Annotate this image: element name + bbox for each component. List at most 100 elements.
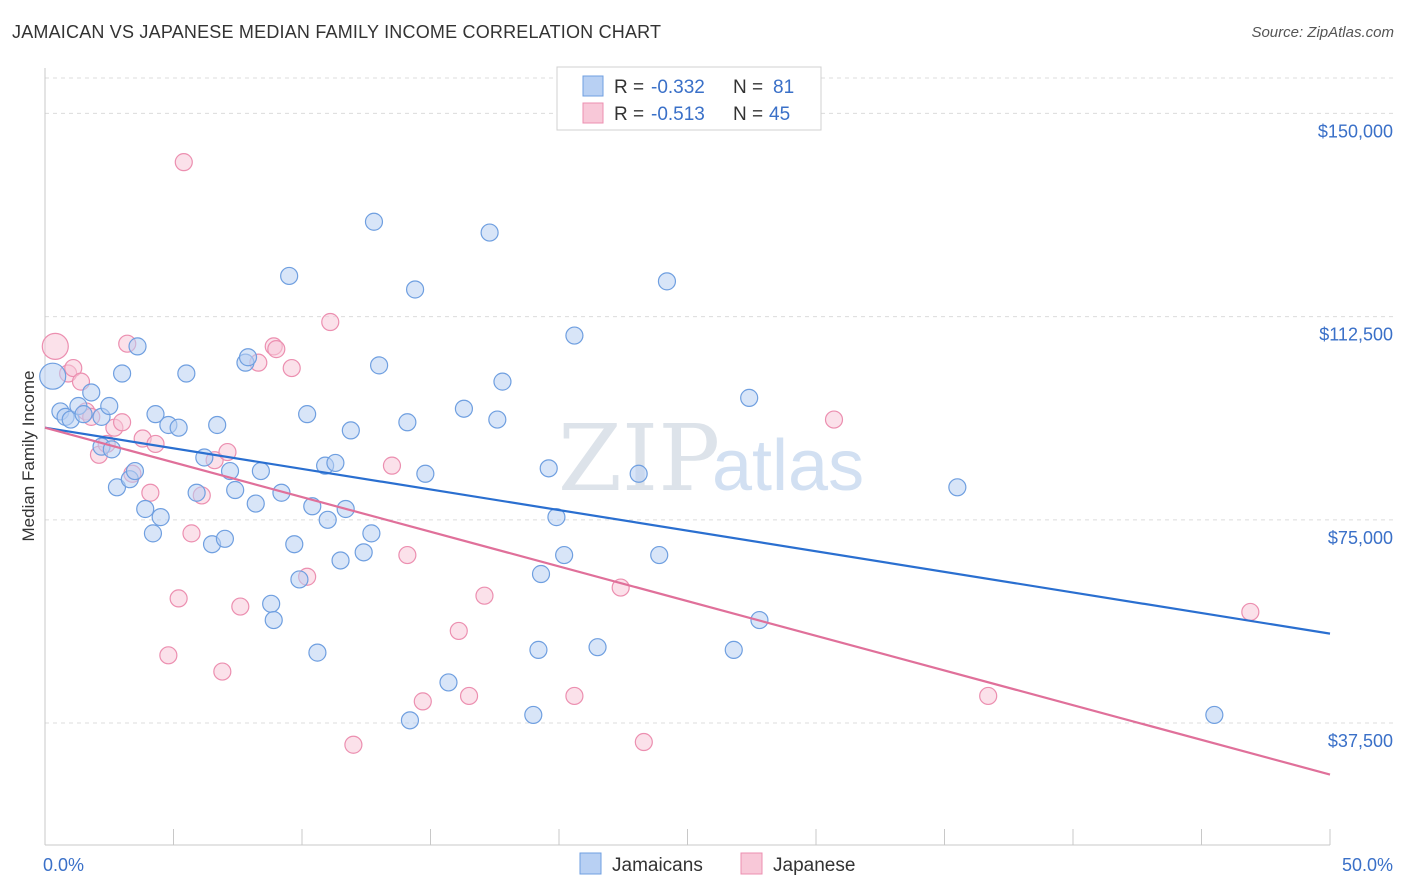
grid-lines <box>45 77 1395 724</box>
point-jamaican <box>246 494 265 513</box>
point-jamaican <box>539 459 558 478</box>
point-jamaican <box>262 594 281 613</box>
point-jamaican <box>331 551 350 570</box>
y-tick-label: $37,500 <box>1328 731 1393 751</box>
point-japanese <box>398 545 417 565</box>
point-jamaican <box>405 280 425 299</box>
point-jamaican <box>112 364 132 383</box>
point-jamaican <box>318 510 337 529</box>
trend-line-jamaican <box>44 426 1331 635</box>
trend-line-japanese <box>44 426 1331 776</box>
point-japanese <box>182 524 201 543</box>
legend-r-label-2: R = <box>614 104 644 125</box>
point-jamaican <box>1205 705 1224 725</box>
point-japanese <box>344 735 363 754</box>
legend-n-value-2: 45 <box>769 104 790 125</box>
y-tick-label: $112,500 <box>1319 325 1393 345</box>
legend-r-value-2: -0.513 <box>651 104 705 125</box>
data-points <box>39 153 1260 754</box>
point-japanese <box>282 358 301 378</box>
point-jamaican <box>136 499 155 519</box>
point-japanese <box>112 413 132 432</box>
point-jamaican <box>657 272 677 291</box>
point-jamaican <box>416 464 435 483</box>
point-jamaican <box>364 212 384 231</box>
point-japanese <box>64 358 83 378</box>
point-jamaican <box>100 396 119 416</box>
point-japanese <box>141 483 160 502</box>
point-japanese <box>169 589 188 608</box>
point-jamaican <box>565 326 584 345</box>
point-jamaican <box>493 372 512 391</box>
point-jamaican <box>948 478 967 497</box>
point-jamaican <box>264 610 283 630</box>
point-japanese <box>321 312 340 332</box>
point-jamaican <box>226 480 245 500</box>
point-jamaican <box>362 524 381 543</box>
point-jamaican <box>146 405 165 424</box>
legend-swatch-jamaicans <box>582 75 604 97</box>
point-japanese <box>213 662 232 681</box>
point-jamaican <box>629 464 648 483</box>
point-jamaican <box>354 543 373 562</box>
x-tick-label-min: 0.0% <box>43 855 84 875</box>
y-tick-labels: $37,500 $75,000 $112,500 $150,000 <box>1318 121 1393 751</box>
point-japanese <box>413 692 432 711</box>
legend-r-label-1: R = <box>614 77 644 98</box>
legend-n-label-2: N = <box>733 104 763 125</box>
point-jamaican <box>529 640 548 659</box>
point-jamaican <box>238 348 258 367</box>
point-jamaican <box>308 643 327 662</box>
watermark: ZIP atlas <box>558 405 864 512</box>
point-jamaican <box>143 524 163 543</box>
point-jamaican <box>39 362 67 390</box>
point-japanese <box>41 332 69 360</box>
point-jamaican <box>169 418 188 437</box>
axes <box>44 68 1331 846</box>
point-jamaican <box>488 410 507 429</box>
point-jamaican <box>326 453 345 473</box>
point-jamaican <box>398 413 417 432</box>
point-japanese <box>459 686 479 706</box>
point-jamaican <box>107 478 127 497</box>
point-jamaican <box>285 535 304 554</box>
legend: R = -0.332 N = 81 R = -0.513 N = 45 <box>556 66 822 131</box>
point-jamaican <box>125 461 145 481</box>
point-japanese <box>565 686 584 706</box>
point-jamaican <box>370 356 389 375</box>
point-japanese <box>824 410 844 429</box>
legend-swatch-japanese <box>582 102 604 124</box>
legend-r-value-1: -0.332 <box>651 77 705 98</box>
point-jamaican <box>454 399 474 418</box>
point-jamaican <box>220 461 240 481</box>
point-jamaican <box>439 673 458 692</box>
point-japanese <box>159 646 178 665</box>
point-jamaican <box>290 570 309 589</box>
point-japanese <box>1241 602 1260 622</box>
trend-lines <box>44 426 1331 776</box>
point-jamaican <box>740 388 759 407</box>
chart-title: JAMAICAN VS JAPANESE MEDIAN FAMILY INCOM… <box>12 22 662 42</box>
point-jamaican <box>151 508 170 527</box>
point-jamaican <box>215 529 234 548</box>
point-jamaican <box>480 223 499 242</box>
point-jamaican <box>555 545 574 565</box>
point-jamaican <box>341 421 360 440</box>
point-jamaican <box>588 638 607 657</box>
point-jamaican <box>724 640 743 659</box>
point-jamaican <box>298 405 317 424</box>
point-jamaican <box>650 545 669 565</box>
point-jamaican <box>187 483 206 502</box>
x-tick-labels: 0.0% 50.0% <box>43 855 1393 875</box>
point-japanese <box>267 340 286 359</box>
legend-n-value-1: 81 <box>773 77 794 98</box>
point-japanese <box>174 153 193 172</box>
point-jamaican <box>531 564 551 584</box>
point-jamaican <box>400 711 420 730</box>
y-tick-label: $150,000 <box>1318 121 1393 141</box>
chart-source: Source: ZipAtlas.com <box>1251 24 1394 41</box>
point-japanese <box>634 732 653 752</box>
point-jamaican <box>177 364 196 383</box>
watermark-atlas: atlas <box>712 426 864 506</box>
